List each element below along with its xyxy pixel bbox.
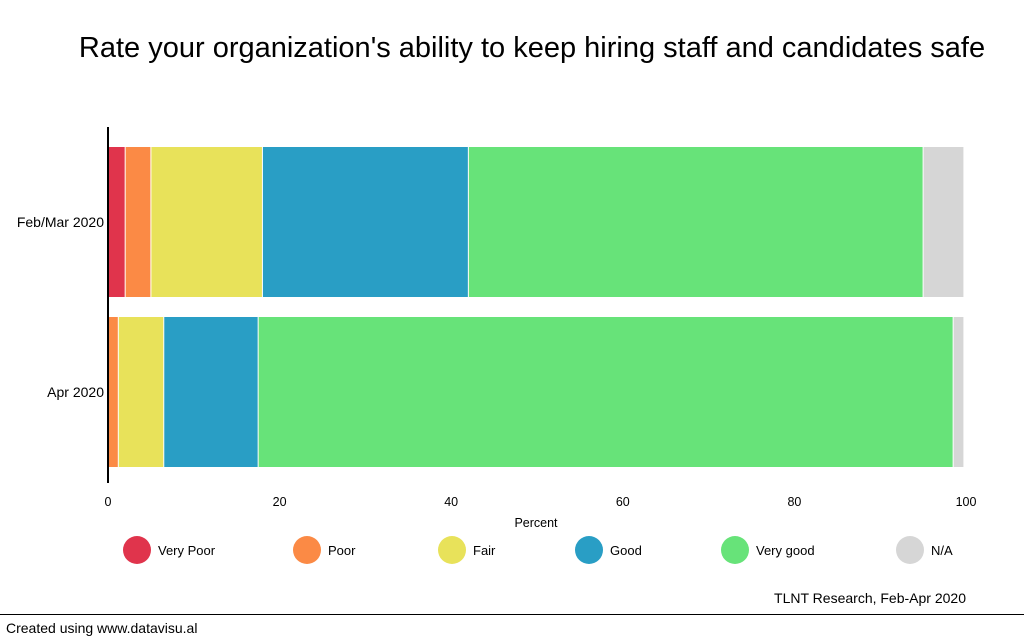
- bar-fair-0: [150, 147, 263, 297]
- bars-group: [108, 147, 964, 467]
- footer-credit: Created using www.datavisu.al: [6, 620, 198, 636]
- bar-poor-0: [125, 147, 151, 297]
- x-tick-label: 20: [273, 495, 287, 509]
- legend-swatch-poor: [293, 536, 321, 564]
- bar-fair-1: [118, 317, 164, 467]
- legend-label-very-poor: Very Poor: [158, 543, 216, 558]
- x-tick-label: 40: [444, 495, 458, 509]
- legend-swatch-good: [575, 536, 603, 564]
- x-tick-label: 0: [105, 495, 112, 509]
- legend-swatch-fair: [438, 536, 466, 564]
- legend-label-good: Good: [610, 543, 642, 558]
- legend-label-fair: Fair: [473, 543, 496, 558]
- legend: Very Poor Poor Fair Good Very good N/A: [123, 536, 953, 564]
- x-tick-label: 100: [956, 495, 977, 509]
- bar-n-a-0: [923, 147, 964, 297]
- legend-swatch-very-poor: [123, 536, 151, 564]
- legend-label-n-a: N/A: [931, 543, 953, 558]
- footer-divider: [0, 614, 1024, 615]
- y-tick-label: Feb/Mar 2020: [17, 214, 104, 230]
- x-axis-label: Percent: [514, 516, 558, 530]
- legend-swatch-very-good: [721, 536, 749, 564]
- legend-label-poor: Poor: [328, 543, 356, 558]
- legend-label-very-good: Very good: [756, 543, 815, 558]
- bar-good-1: [163, 317, 259, 467]
- y-tick-label: Apr 2020: [47, 384, 104, 400]
- x-tick-label: 60: [616, 495, 630, 509]
- bar-n-a-1: [953, 317, 964, 467]
- legend-swatch-n-a: [896, 536, 924, 564]
- bar-very-poor-0: [108, 147, 126, 297]
- bar-very-good-1: [258, 317, 954, 467]
- y-axis-ticks: Feb/Mar 2020 Apr 2020: [17, 214, 104, 400]
- x-tick-label: 80: [787, 495, 801, 509]
- chart-title: Rate your organization's ability to keep…: [78, 32, 986, 64]
- bar-very-good-0: [468, 147, 924, 297]
- bar-good-0: [262, 147, 469, 297]
- source-note: TLNT Research, Feb-Apr 2020: [774, 590, 966, 606]
- bar-poor-1: [108, 317, 119, 467]
- x-axis-ticks: 0 20 40 60 80 100: [105, 495, 977, 509]
